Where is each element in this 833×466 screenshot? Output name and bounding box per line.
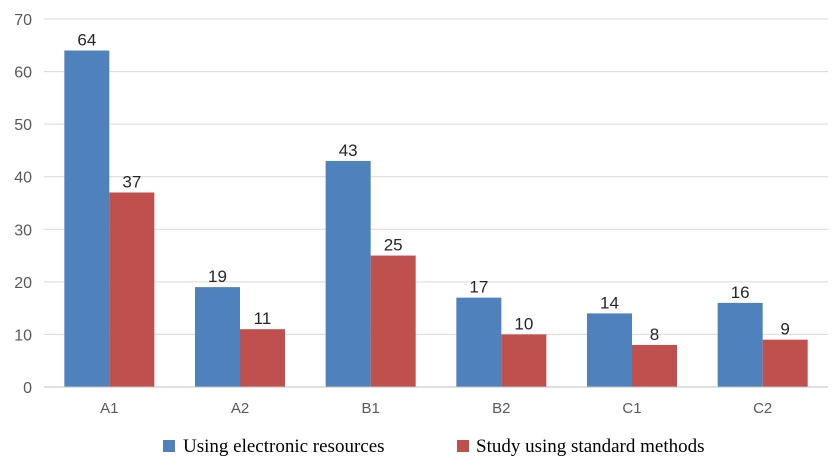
data-label: 9	[780, 320, 789, 339]
x-tick-label: C1	[622, 400, 641, 417]
bar-a1-series-2	[109, 192, 155, 387]
y-tick-label: 50	[14, 117, 32, 134]
legend-swatch-series-2	[457, 440, 469, 452]
bar-c1-series-1	[587, 313, 632, 387]
bar-b2-series-1	[456, 297, 502, 387]
bar-b2-series-2	[501, 334, 547, 387]
x-tick-label: A2	[231, 400, 249, 417]
x-tick-label: B1	[361, 400, 379, 417]
bar-a1-series-1	[64, 50, 110, 388]
data-label: 17	[469, 278, 488, 297]
bar-c2-series-1	[717, 302, 763, 387]
y-tick-label: 60	[14, 65, 32, 82]
bar-c1-series-2	[632, 344, 677, 387]
y-tick-label: 20	[14, 275, 32, 292]
y-axis-ticks: 0 10 20 30 40 50 60 70	[14, 12, 32, 397]
data-label: 25	[384, 236, 403, 255]
bar-b1-series-2	[370, 255, 416, 387]
x-tick-label: B2	[492, 400, 510, 417]
x-axis-ticks: A1 A2 B1 B2 C1 C2	[100, 400, 772, 417]
y-tick-label: 10	[14, 327, 32, 344]
bar-a2-series-2	[240, 329, 285, 387]
y-tick-label: 30	[14, 222, 32, 239]
legend-label-series-2: Study using standard methods	[476, 436, 705, 457]
data-label: 64	[77, 31, 96, 50]
x-tick-label: C2	[753, 400, 772, 417]
y-tick-label: 40	[14, 170, 32, 187]
legend-swatch-series-1	[163, 440, 175, 452]
data-label: 37	[122, 172, 141, 191]
data-label: 8	[650, 325, 659, 344]
data-label: 14	[600, 293, 619, 312]
data-label: 11	[254, 309, 272, 328]
bar-a2-series-1	[195, 287, 240, 387]
data-label: 19	[208, 267, 227, 286]
x-tick-label: A1	[100, 400, 118, 417]
data-label: 10	[514, 314, 533, 333]
bar-c2-series-2	[762, 339, 808, 387]
y-tick-label: 0	[23, 380, 32, 397]
data-label: 16	[731, 283, 750, 302]
bar-b1-series-1	[325, 160, 371, 387]
legend: Using electronic resources Study using st…	[163, 436, 705, 457]
gridlines	[44, 18, 828, 335]
data-labels: 64 37 19 11 43 25 17 10 14 8 16 9	[77, 31, 790, 344]
y-tick-label: 70	[14, 12, 32, 29]
legend-label-series-1: Using electronic resources	[183, 436, 385, 457]
bars	[64, 50, 808, 388]
data-label: 43	[339, 141, 358, 160]
